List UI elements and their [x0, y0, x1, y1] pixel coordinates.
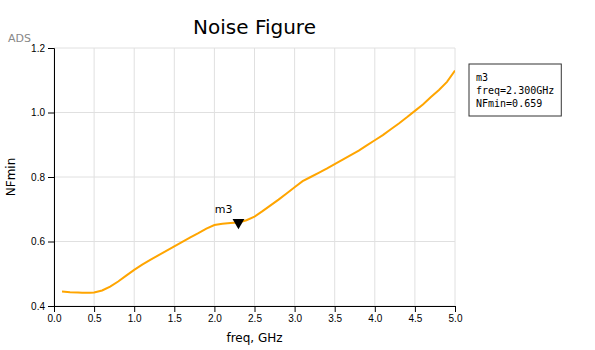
annotation-box: m3 freq=2.300GHz NFmin=0.659	[469, 64, 561, 116]
x-tick-label: 5.0	[449, 313, 463, 324]
marker	[233, 219, 245, 229]
x-tick-mark	[375, 306, 376, 312]
y-tick: 0.8	[31, 172, 54, 183]
y-tick-label: 0.8	[31, 172, 45, 183]
y-axis: 0.4 0.6 0.8 1.0 1.2	[31, 43, 54, 312]
x-tick-label: 0.0	[48, 313, 62, 324]
x-tick: 4.5	[408, 306, 422, 324]
x-tick: 1.5	[168, 306, 182, 324]
y-tick-label: 0.4	[31, 301, 45, 312]
texts: ADS m3 m3 freq=2.300GHz NFmin=0.659 Noise Fig…	[4, 15, 561, 345]
x-tick: 4.0	[368, 306, 382, 324]
y-tick: 0.4	[31, 301, 54, 312]
y-grid-line	[54, 48, 455, 49]
y-tick-mark	[48, 113, 54, 114]
chart: 0.00.51.01.52.02.53.03.54.04.55.00.40.60…	[0, 0, 595, 350]
x-tick-label: 1.0	[128, 313, 142, 324]
x-tick: 3.5	[328, 306, 342, 324]
annotation-frame	[469, 64, 561, 116]
x-tick-mark	[134, 306, 135, 312]
x-tick-label: 3.0	[288, 313, 302, 324]
plot-area	[62, 71, 455, 293]
annotation-line: m3	[476, 72, 488, 83]
y-tick-mark	[48, 242, 54, 243]
y-grid-line	[54, 112, 455, 113]
y-axis-title: NFmin	[4, 158, 18, 197]
x-axis-title: freq, GHz	[226, 331, 282, 345]
x-axis-line	[55, 307, 456, 313]
x-tick: 2.5	[248, 306, 262, 324]
x-tick: 0.5	[88, 306, 102, 324]
grid	[54, 48, 455, 306]
y-tick: 1.2	[31, 43, 54, 54]
x-tick-mark	[455, 306, 456, 312]
y-tick-label: 1.2	[31, 43, 45, 54]
x-tick-mark	[214, 306, 215, 312]
x-tick: 5.0	[449, 306, 463, 324]
x-tick-mark	[94, 306, 95, 312]
x-tick-mark	[335, 306, 336, 312]
x-tick-label: 2.0	[208, 313, 222, 324]
x-tick: 2.0	[208, 306, 222, 324]
y-tick: 0.6	[31, 236, 54, 247]
y-tick-label: 1.0	[31, 107, 45, 118]
x-tick-mark	[415, 306, 416, 312]
y-axis-line	[48, 49, 55, 307]
x-tick-label: 1.5	[168, 313, 182, 324]
x-tick-label: 2.5	[248, 313, 262, 324]
x-tick-mark	[295, 306, 296, 312]
x-tick-label: 4.5	[408, 313, 422, 324]
y-tick-label: 0.6	[31, 236, 45, 247]
y-grid-line	[54, 241, 455, 242]
y-tick-mark	[48, 177, 54, 178]
y-grid-line	[54, 177, 455, 178]
y-tick-mark	[48, 48, 54, 49]
x-tick: 3.0	[288, 306, 302, 324]
y-tick-mark	[48, 306, 54, 307]
curve	[62, 71, 455, 293]
annotation-line: NFmin=0.659	[476, 98, 542, 109]
x-tick-mark	[255, 306, 256, 312]
y-tick: 1.0	[31, 107, 54, 118]
annotation-line: freq=2.300GHz	[476, 85, 554, 96]
x-tick-mark	[174, 306, 175, 312]
corner-label: ADS	[8, 32, 31, 45]
x-tick-label: 0.5	[88, 313, 102, 324]
x-tick: 1.0	[128, 306, 142, 324]
marker-label: m3	[215, 203, 233, 216]
x-axis: 0.0 0.5 1.0 1.5 2.0 2.5 3.0 3.5 4.0 4.5 5.0	[48, 306, 463, 324]
x-tick-label: 4.0	[368, 313, 382, 324]
x-tick: 0.0	[48, 306, 62, 324]
x-tick-label: 3.5	[328, 313, 342, 324]
title: Noise Figure	[193, 15, 316, 39]
